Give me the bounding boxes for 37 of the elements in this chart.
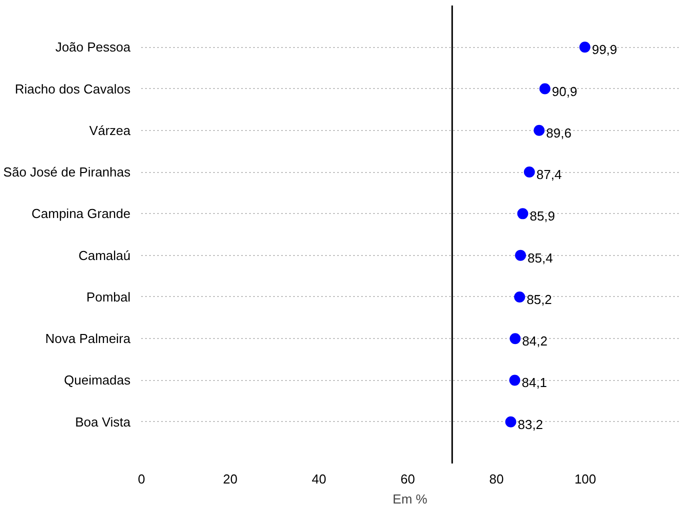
- data-label: 85,9: [530, 208, 556, 224]
- y-tick-label: Nova Palmeira: [45, 331, 132, 346]
- point: [509, 374, 520, 386]
- point: [514, 291, 526, 302]
- data-label: 85,2: [526, 292, 552, 307]
- point: [517, 208, 528, 220]
- data-label: 99,9: [592, 42, 618, 58]
- point: [510, 333, 521, 344]
- x-tick-label: 80: [489, 472, 504, 486]
- x-tick-label: 20: [223, 472, 238, 486]
- x-axis-title: Em %: [392, 492, 428, 506]
- y-tick-label: João Pessoa: [55, 40, 132, 55]
- point: [579, 42, 590, 53]
- y-tick-label: Várzea: [89, 122, 132, 138]
- x-tick-label: 0: [138, 472, 146, 486]
- data-label: 89,6: [546, 125, 572, 140]
- y-tick-label: Campina Grande: [32, 206, 130, 222]
- x-tick-label: 60: [400, 472, 416, 486]
- y-tick-label: Queimadas: [64, 372, 131, 388]
- point: [505, 416, 516, 428]
- y-tick-label: Pombal: [86, 289, 131, 304]
- data-label: 83,2: [518, 416, 544, 432]
- point: [524, 166, 535, 178]
- y-tick-label: Camalaú: [78, 248, 131, 263]
- x-tick-label: 40: [312, 472, 326, 486]
- data-label: 84,2: [522, 334, 548, 349]
- point: [515, 250, 526, 261]
- y-tick-label: São José de Piranhas: [3, 164, 131, 180]
- y-tick-label: Riacho dos Cavalos: [14, 81, 131, 96]
- data-label: 87,4: [536, 167, 562, 182]
- point: [534, 124, 545, 136]
- data-label: 90,9: [552, 84, 578, 99]
- data-label: 84,1: [522, 375, 548, 390]
- point: [539, 83, 550, 94]
- data-label: 85,4: [528, 250, 553, 266]
- x-tick-label: 100: [574, 472, 596, 486]
- y-tick-label: Boa Vista: [75, 414, 132, 430]
